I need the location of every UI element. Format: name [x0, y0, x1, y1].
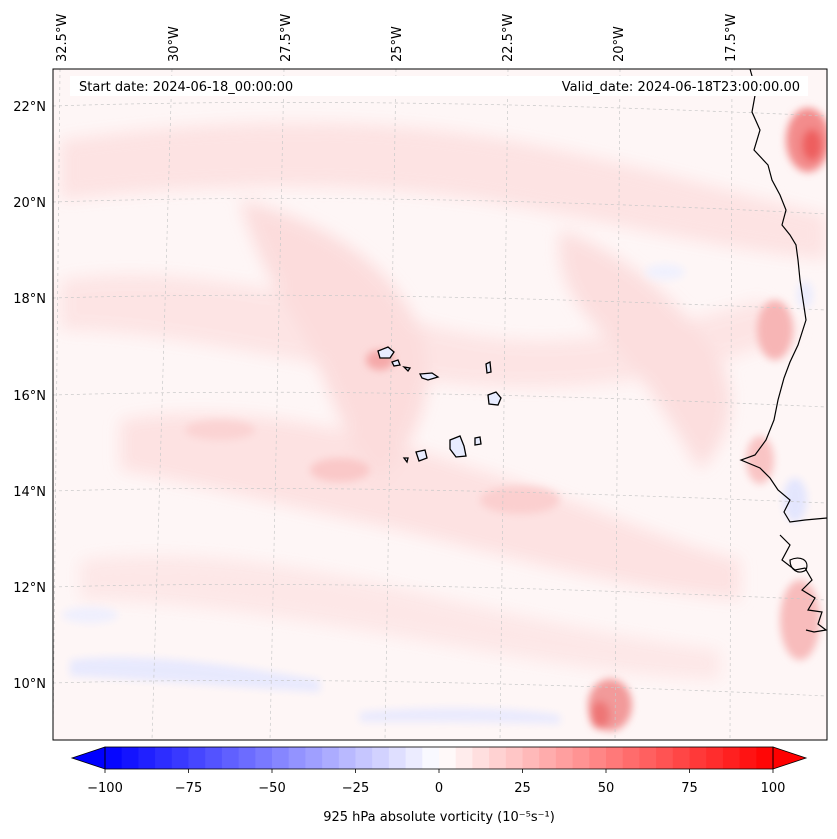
colorbar-tick-label: 75 [681, 781, 698, 796]
lat-label: 22°N [13, 100, 46, 115]
colorbar-cell [689, 747, 707, 769]
colorbar-cell [338, 747, 357, 769]
colorbar-cell [405, 747, 423, 769]
colorbar-tick-label: 50 [598, 781, 615, 796]
colorbar-cell [539, 747, 557, 769]
colorbar-tick-label: −100 [87, 781, 123, 796]
colorbar-cell [739, 747, 757, 769]
vorticity-field [60, 108, 827, 731]
island-boa-vista [487, 391, 502, 406]
lat-label: 14°N [13, 485, 46, 500]
lat-label: 12°N [13, 581, 46, 596]
colorbar-cell [672, 747, 691, 769]
colorbar-cell [606, 747, 624, 769]
map-frame [52, 68, 828, 741]
colorbar-cell [322, 747, 340, 769]
lat-label: 10°N [13, 677, 46, 692]
colorbar-cell [522, 747, 540, 769]
header-box [70, 76, 808, 96]
lat-label: 16°N [13, 389, 46, 404]
colorbar-cell [589, 747, 607, 769]
valid-date-label: Valid_date: 2024-06-18T23:00:00.00 [562, 80, 800, 95]
colorbar-cell [422, 747, 440, 769]
colorbar-cell [138, 747, 156, 769]
colorbar-cell [238, 747, 256, 769]
colorbar-tick-label: 100 [761, 781, 786, 796]
colorbar-cell [255, 747, 273, 769]
colorbar-cell [555, 747, 574, 769]
graticule [53, 69, 827, 740]
colorbar-cell [221, 747, 240, 769]
colorbar-cell [472, 747, 490, 769]
lon-label: 30°W [167, 26, 182, 62]
colorbar-min-extend-arrow [70, 746, 106, 770]
colorbar-cell [388, 747, 407, 769]
colorbar-ticks [104, 769, 774, 773]
colorbar-cell [706, 747, 724, 769]
colorbar-cell [756, 747, 774, 769]
colorbar-tick-label: −75 [175, 781, 202, 796]
colorbar-cells [105, 747, 774, 769]
island-maio [474, 436, 482, 446]
colorbar: −100 −75 −50 −25 0 25 50 75 100 925 hPa … [70, 746, 808, 825]
colorbar-cell [372, 747, 390, 769]
island-brava [402, 457, 409, 464]
lat-label: 20°N [13, 196, 46, 211]
island-sal [485, 360, 492, 374]
map-panel: Start date: 2024-06-18_00:00:00 Valid_da… [52, 68, 828, 741]
colorbar-cell [622, 747, 640, 769]
lon-label: 22.5°W [501, 14, 516, 62]
coastline [739, 69, 827, 633]
island-santiago [449, 435, 467, 458]
island-sao-nicolau [418, 372, 440, 381]
lon-label: 17.5°W [724, 14, 739, 62]
latitude-labels: 22°N 20°N 18°N 16°N 14°N 12°N 10°N [13, 100, 46, 692]
colorbar-cell [188, 747, 206, 769]
colorbar-tick-label: 0 [435, 781, 443, 796]
colorbar-cell [155, 747, 173, 769]
colorbar-cell [656, 747, 674, 769]
island-santo-antao [377, 346, 395, 359]
colorbar-cell [355, 747, 373, 769]
west-africa-coastline [739, 69, 827, 523]
cape-verde-islands [377, 346, 502, 464]
colorbar-cell [205, 747, 223, 769]
colorbar-cell [439, 747, 457, 769]
longitude-labels: 32.5°W 30°W 27.5°W 25°W 22.5°W 20°W 17.5… [55, 14, 739, 62]
colorbar-max-extend-arrow [772, 746, 808, 770]
colorbar-cell [722, 747, 741, 769]
lon-label: 20°W [612, 26, 627, 62]
colorbar-cell [489, 747, 507, 769]
start-date-label: Start date: 2024-06-18_00:00:00 [79, 80, 293, 95]
island-fogo [415, 449, 428, 462]
colorbar-tick-labels: −100 −75 −50 −25 0 25 50 75 100 [87, 781, 785, 796]
colorbar-cell [305, 747, 323, 769]
colorbar-cell [105, 747, 123, 769]
colorbar-cell [288, 747, 306, 769]
colorbar-cell [455, 747, 473, 769]
colorbar-cell [639, 747, 657, 769]
lon-label: 27.5°W [279, 14, 294, 62]
colorbar-cell [572, 747, 590, 769]
colorbar-tick-label: −50 [258, 781, 285, 796]
colorbar-cell [121, 747, 139, 769]
colorbar-tick-label: 25 [514, 781, 531, 796]
colorbar-label: 925 hPa absolute vorticity (10⁻⁵s⁻¹) [323, 810, 555, 825]
island-sao-vicente [391, 359, 401, 367]
island-santa-luzia [402, 366, 412, 373]
lon-label: 32.5°W [55, 14, 70, 62]
colorbar-cell [272, 747, 290, 769]
lon-label: 25°W [390, 26, 405, 62]
colorbar-tick-label: −25 [342, 781, 369, 796]
colorbar-cell [505, 747, 524, 769]
lat-label: 18°N [13, 292, 46, 307]
colorbar-cell [171, 747, 190, 769]
